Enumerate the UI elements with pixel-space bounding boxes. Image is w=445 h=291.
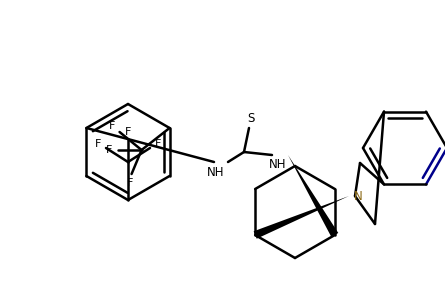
Polygon shape: [288, 155, 338, 237]
Polygon shape: [254, 196, 349, 239]
Text: F: F: [126, 178, 133, 188]
Text: F: F: [109, 121, 115, 131]
Text: NH: NH: [207, 166, 225, 178]
Text: S: S: [247, 113, 255, 125]
Text: F: F: [105, 145, 112, 155]
Text: N: N: [354, 191, 362, 203]
Text: F: F: [125, 127, 131, 137]
Text: F: F: [155, 139, 161, 149]
Text: NH: NH: [269, 157, 287, 171]
Text: F: F: [95, 139, 101, 149]
